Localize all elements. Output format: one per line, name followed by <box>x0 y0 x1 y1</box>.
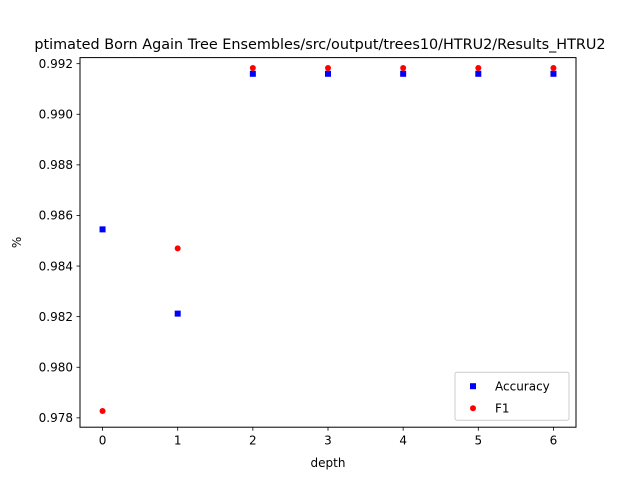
y-tick-label: 0.980 <box>39 360 73 374</box>
x-tick-label: 0 <box>99 434 107 448</box>
legend-frame <box>454 371 570 421</box>
y-axis-label: % <box>10 237 24 248</box>
legend: Accuracy F1 <box>454 371 570 421</box>
f1-point <box>475 64 482 71</box>
y-tick-label: 0.982 <box>39 310 73 324</box>
y-tick-label: 0.986 <box>39 209 73 223</box>
y-axis: 0.978 0.980 0.982 0.984 0.986 0.988 0.990 0.992 <box>39 57 80 425</box>
legend-marker-accuracy <box>470 383 476 390</box>
accuracy-series <box>99 70 557 317</box>
f1-series <box>99 64 557 415</box>
y-tick-label: 0.988 <box>39 158 73 172</box>
accuracy-point <box>325 70 331 77</box>
x-axis: 0 1 2 3 4 5 6 <box>99 427 558 448</box>
f1-point <box>400 64 407 71</box>
accuracy-point <box>475 70 482 77</box>
x-tick-label: 5 <box>474 434 482 448</box>
f1-point <box>550 64 557 71</box>
accuracy-point <box>400 70 407 77</box>
x-tick-label: 1 <box>174 434 182 448</box>
accuracy-point <box>550 70 557 77</box>
chart-title: ptimated Born Again Tree Ensembles/src/o… <box>34 37 605 53</box>
accuracy-point <box>174 310 181 317</box>
f1-point <box>249 64 256 71</box>
x-tick-label: 3 <box>324 434 332 448</box>
y-tick-label: 0.984 <box>39 259 73 273</box>
f1-point <box>99 408 106 415</box>
legend-label-f1: F1 <box>495 402 510 416</box>
y-tick-label: 0.978 <box>39 411 73 425</box>
y-tick-label: 0.992 <box>39 57 73 71</box>
accuracy-point <box>99 226 106 233</box>
y-tick-label: 0.990 <box>39 107 73 121</box>
legend-label-accuracy: Accuracy <box>495 380 550 394</box>
x-tick-label: 4 <box>399 434 407 448</box>
legend-marker-f1 <box>470 405 476 412</box>
plot-area <box>99 64 557 415</box>
f1-point <box>174 245 181 252</box>
x-axis-label: depth <box>311 456 346 470</box>
f1-point <box>325 64 331 71</box>
accuracy-point <box>249 70 256 77</box>
x-tick-label: 2 <box>249 434 257 448</box>
x-tick-label: 6 <box>550 434 558 448</box>
